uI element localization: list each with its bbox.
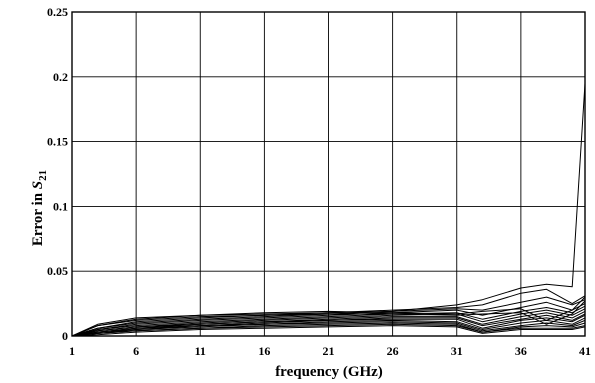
y-tick-label: 0.15 [47, 135, 68, 149]
x-tick-label: 16 [258, 344, 270, 358]
grid [71, 11, 586, 337]
plot-frame [71, 11, 586, 337]
y-tick-label: 0 [62, 329, 68, 343]
y-axis-title-prefix: Error in [30, 189, 46, 246]
x-tick-label: 26 [387, 344, 399, 358]
y-axis-title-symbol: S [30, 181, 46, 189]
x-tick-label: 36 [515, 344, 527, 358]
series-line [71, 314, 586, 337]
x-tick-label: 6 [133, 344, 139, 358]
x-tick-label: 41 [579, 344, 591, 358]
y-tick-label: 0.2 [53, 70, 68, 84]
y-axis-title-subscript: 21 [37, 170, 49, 181]
series-line [71, 288, 586, 337]
x-tick-label: 11 [195, 344, 206, 358]
y-tick-label: 0.25 [47, 5, 68, 19]
x-tick-label: 21 [323, 344, 335, 358]
series-line [71, 319, 586, 337]
y-tick-labels: 0 0.05 0.1 0.15 0.2 0.25 [47, 5, 68, 343]
y-axis-title: Error in S21 [30, 170, 49, 246]
x-tick-label: 31 [451, 344, 463, 358]
series-line [71, 325, 586, 337]
x-tick-labels: 1 6 11 16 21 26 31 36 41 [69, 344, 591, 358]
y-tick-label: 0.1 [53, 199, 68, 213]
series-line [71, 300, 586, 337]
series-line [71, 323, 586, 337]
series-group [71, 83, 586, 337]
y-tick-label: 0.05 [47, 264, 68, 278]
x-tick-label: 1 [69, 344, 75, 358]
series-line [71, 310, 586, 337]
x-axis-title: frequency (GHz) [275, 364, 383, 380]
series-line [71, 296, 586, 337]
series-line [71, 296, 586, 337]
